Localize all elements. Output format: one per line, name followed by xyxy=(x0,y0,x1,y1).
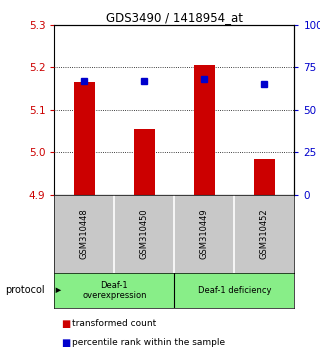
Bar xyxy=(194,65,215,195)
Bar xyxy=(254,159,275,195)
Text: percentile rank within the sample: percentile rank within the sample xyxy=(72,338,225,347)
Text: GSM310448: GSM310448 xyxy=(80,208,89,259)
Text: Deaf-1 deficiency: Deaf-1 deficiency xyxy=(198,286,271,295)
Text: ■: ■ xyxy=(61,338,70,348)
Text: GSM310450: GSM310450 xyxy=(140,208,149,259)
Text: ■: ■ xyxy=(61,319,70,329)
Text: transformed count: transformed count xyxy=(72,319,156,327)
Text: GSM310452: GSM310452 xyxy=(260,208,269,259)
Title: GDS3490 / 1418954_at: GDS3490 / 1418954_at xyxy=(106,11,243,24)
Bar xyxy=(74,82,95,195)
Text: GSM310449: GSM310449 xyxy=(200,208,209,259)
Text: Deaf-1
overexpression: Deaf-1 overexpression xyxy=(82,281,147,299)
Bar xyxy=(134,129,155,195)
Text: protocol: protocol xyxy=(5,285,45,295)
